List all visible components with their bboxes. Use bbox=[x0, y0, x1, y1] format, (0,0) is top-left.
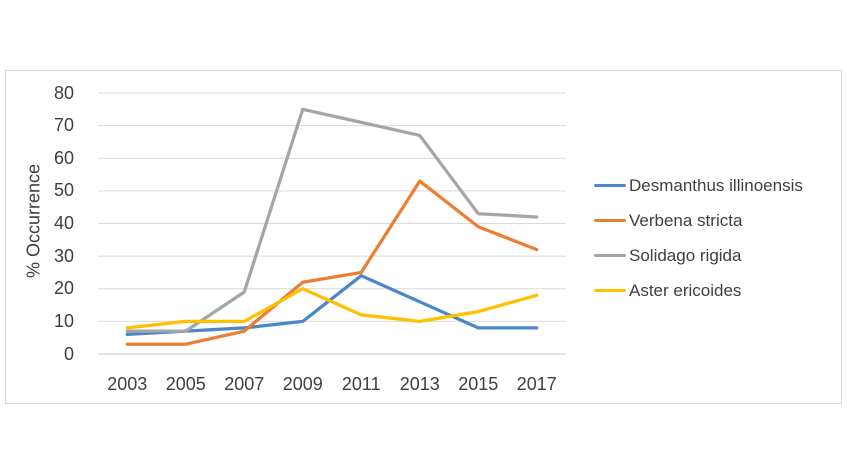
x-tick-label: 2015 bbox=[458, 374, 499, 394]
x-tick-label: 2005 bbox=[165, 374, 206, 394]
x-tick-label: 2017 bbox=[516, 374, 557, 394]
x-tick-label: 2011 bbox=[341, 374, 381, 394]
legend-label: Desmanthus illinoensis bbox=[629, 175, 803, 195]
y-tick-label: 80 bbox=[53, 82, 74, 103]
legend-label: Aster ericoides bbox=[629, 280, 742, 300]
x-tick-label: 2003 bbox=[107, 374, 148, 394]
y-tick-label: 50 bbox=[53, 180, 74, 201]
legend-line-icon bbox=[594, 253, 626, 258]
legend-item: Desmanthus illinoensis bbox=[594, 168, 803, 203]
series-line-aster-ericoides bbox=[125, 287, 539, 330]
legend-label: Solidago rigida bbox=[629, 245, 742, 265]
plot-area bbox=[98, 92, 566, 355]
y-tick-label: 20 bbox=[53, 278, 74, 299]
legend-item: Aster ericoides bbox=[594, 273, 803, 308]
y-tick-label: 70 bbox=[53, 115, 74, 136]
series-line-solidago-rigida bbox=[125, 107, 539, 333]
chart-frame: % Occurrence 0 10 20 30 40 50 60 70 80 2003 2005 2… bbox=[5, 70, 842, 404]
legend-item: Solidago rigida bbox=[594, 238, 803, 273]
y-tick-label: 30 bbox=[53, 245, 74, 266]
x-tick-label: 2009 bbox=[282, 374, 323, 394]
legend-item: Verbena stricta bbox=[594, 203, 803, 238]
x-tick-label: 2013 bbox=[399, 374, 440, 394]
y-tick-label: 10 bbox=[53, 310, 74, 331]
legend-line-icon bbox=[594, 288, 626, 293]
y-tick-label: 0 bbox=[63, 343, 74, 364]
x-tick-label: 2007 bbox=[224, 374, 265, 394]
y-tick-label: 40 bbox=[53, 213, 74, 233]
y-tick-label: 60 bbox=[53, 147, 74, 168]
series-line-verbena-stricta bbox=[125, 179, 539, 346]
legend: Desmanthus illinoensis Verbena stricta Sol… bbox=[594, 168, 803, 308]
legend-line-icon bbox=[594, 218, 626, 223]
series-line-desmanthus-illinoensis bbox=[125, 274, 539, 337]
legend-label: Verbena stricta bbox=[629, 210, 743, 230]
legend-line-icon bbox=[594, 183, 626, 188]
